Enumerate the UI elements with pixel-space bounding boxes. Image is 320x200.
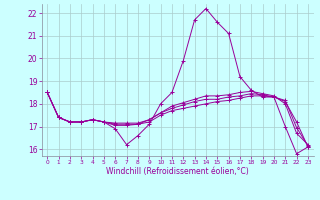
X-axis label: Windchill (Refroidissement éolien,°C): Windchill (Refroidissement éolien,°C) (106, 167, 249, 176)
